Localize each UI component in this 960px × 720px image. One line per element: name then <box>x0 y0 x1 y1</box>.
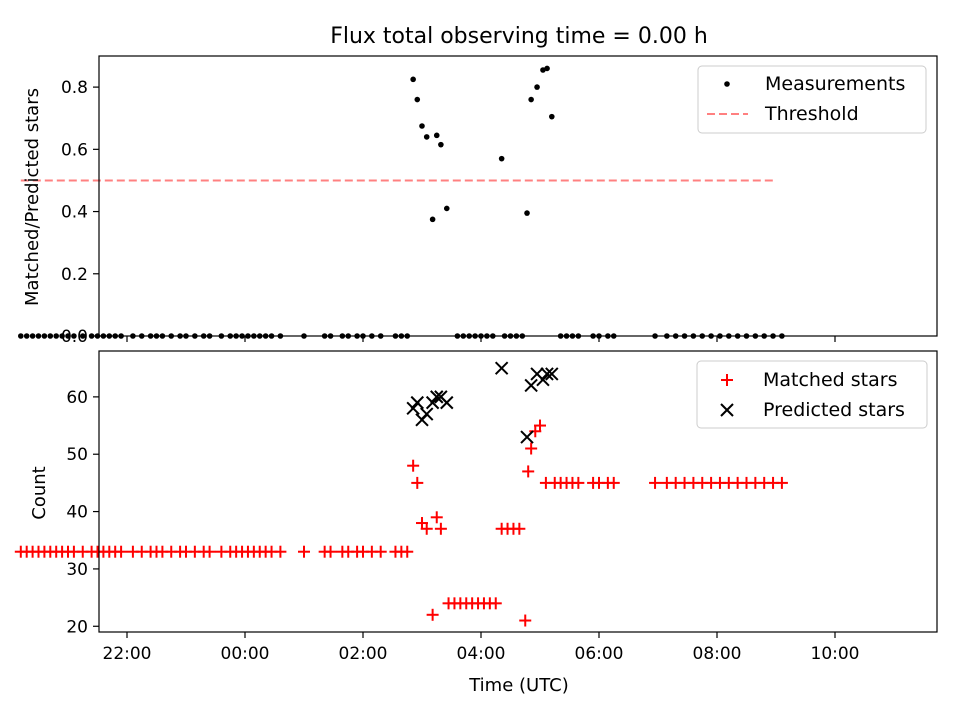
matched-star-point <box>401 545 414 558</box>
matched-star-point <box>374 545 387 558</box>
top-legend-box <box>697 65 927 134</box>
legend-measurements-label: Measurements <box>765 73 905 95</box>
measurement-point <box>410 76 416 83</box>
measurement-point <box>438 141 444 148</box>
measurement-point <box>79 333 86 339</box>
measurement-point <box>524 210 530 216</box>
y-tick-label: 40 <box>66 503 88 523</box>
matched-star-point <box>607 476 620 489</box>
matched-star-point <box>420 522 433 535</box>
bottom-legend-box <box>696 360 928 429</box>
predicted-star-point <box>540 367 554 381</box>
measurement-point <box>429 216 436 223</box>
legend-matched-label: Matched stars <box>763 369 897 391</box>
x-tick-label: 02:00 <box>339 644 388 664</box>
predicted-star-point <box>430 390 444 404</box>
measurement-point <box>71 333 77 339</box>
y-tick-label: 20 <box>66 617 88 637</box>
matched-star-point <box>489 597 502 610</box>
flux-ratio-panel: 0.00.20.40.60.8 Matched/Predicted stars … <box>18 55 938 347</box>
measurement-point <box>65 333 71 339</box>
matched-star-point <box>775 476 788 489</box>
predicted-star-point <box>536 372 550 387</box>
x-tick-label: 22:00 <box>103 644 152 664</box>
measurement-point <box>41 333 48 339</box>
measurement-point <box>423 134 430 140</box>
matched-star-point <box>115 545 128 558</box>
legend-predicted-label: Predicted stars <box>763 399 905 421</box>
legend-measurements-marker <box>724 81 730 87</box>
measurement-point <box>498 155 505 162</box>
measurement-point <box>53 333 59 339</box>
matched-star-point <box>534 419 546 432</box>
predicted-star-point <box>520 430 534 444</box>
measurement-point <box>549 113 555 120</box>
measurement-point <box>23 333 30 339</box>
measurement-point <box>544 65 550 72</box>
bottom-y-axis-label: Count <box>29 466 50 519</box>
predicted-star-point <box>545 367 559 381</box>
x-tick-label: 00:00 <box>221 644 270 664</box>
y-tick-label: 0.4 <box>61 203 88 223</box>
x-tick-label: 08:00 <box>693 644 742 664</box>
matched-star-point <box>203 545 216 558</box>
matched-star-point <box>519 614 532 627</box>
y-tick-label: 0.8 <box>61 78 88 98</box>
measurement-point <box>29 333 36 339</box>
measurement-point <box>534 84 540 90</box>
matched-star-point <box>298 545 310 558</box>
predicted-star-point <box>440 395 454 410</box>
matched-star-point <box>407 459 420 472</box>
bottom-marks <box>14 361 788 627</box>
x-tick-label: 10:00 <box>811 644 860 664</box>
top-axes-frame <box>98 55 938 337</box>
y-tick-label: 60 <box>66 388 88 408</box>
bottom-ticks: 22:00 00:00 02:00 04:00 06:00 08:00 10:00 20 30 4… <box>66 388 859 664</box>
measurement-point <box>59 333 65 339</box>
bottom-axes-frame <box>98 350 938 633</box>
matched-star-point <box>324 545 337 558</box>
measurement-point <box>443 205 450 212</box>
matched-star-point <box>513 522 526 535</box>
measurement-point <box>18 333 24 339</box>
measurement-point <box>414 96 421 103</box>
legend-predicted-marker <box>720 403 734 417</box>
predicted-star-point <box>420 407 434 421</box>
measurement-point <box>419 123 425 129</box>
matched-star-point <box>411 476 424 489</box>
y-tick-label: 30 <box>66 560 88 580</box>
x-tick-label: 04:00 <box>457 644 506 664</box>
predicted-star-point <box>524 378 538 393</box>
star-count-panel: 22:00 00:00 02:00 04:00 06:00 08:00 10:00 20 30 4… <box>14 350 938 696</box>
legend-matched-marker <box>721 374 733 386</box>
matched-star-point <box>434 522 447 535</box>
legend-threshold-label: Threshold <box>764 103 859 125</box>
y-tick-label: 50 <box>66 445 88 465</box>
measurement-point <box>528 96 534 103</box>
y-tick-label: 0.6 <box>61 140 88 160</box>
x-tick-label: 06:00 <box>575 644 624 664</box>
matched-star-point <box>426 608 439 621</box>
predicted-star-point <box>410 395 424 410</box>
matched-star-point <box>525 442 538 455</box>
measurement-point <box>433 132 440 139</box>
matched-star-point <box>522 465 535 478</box>
matched-star-point <box>430 511 443 524</box>
chart-title: Flux total observing time = 0.00 h <box>330 24 708 49</box>
predicted-star-point <box>406 401 420 416</box>
matched-star-point <box>649 476 662 489</box>
top-legend: Measurements Threshold <box>697 65 927 134</box>
top-y-axis-label: Matched/Predicted stars <box>22 88 43 306</box>
y-tick-label: 0.2 <box>61 265 88 285</box>
matched-star-point <box>274 545 287 558</box>
measurement-point <box>47 333 54 339</box>
measurement-point <box>88 333 95 339</box>
predicted-star-point <box>494 361 509 375</box>
x-axis-label: Time (UTC) <box>468 675 569 696</box>
matched-star-point <box>572 476 585 489</box>
measurement-point <box>35 333 42 339</box>
bottom-legend: Matched stars Predicted stars <box>696 360 928 429</box>
predicted-star-point <box>425 395 440 410</box>
